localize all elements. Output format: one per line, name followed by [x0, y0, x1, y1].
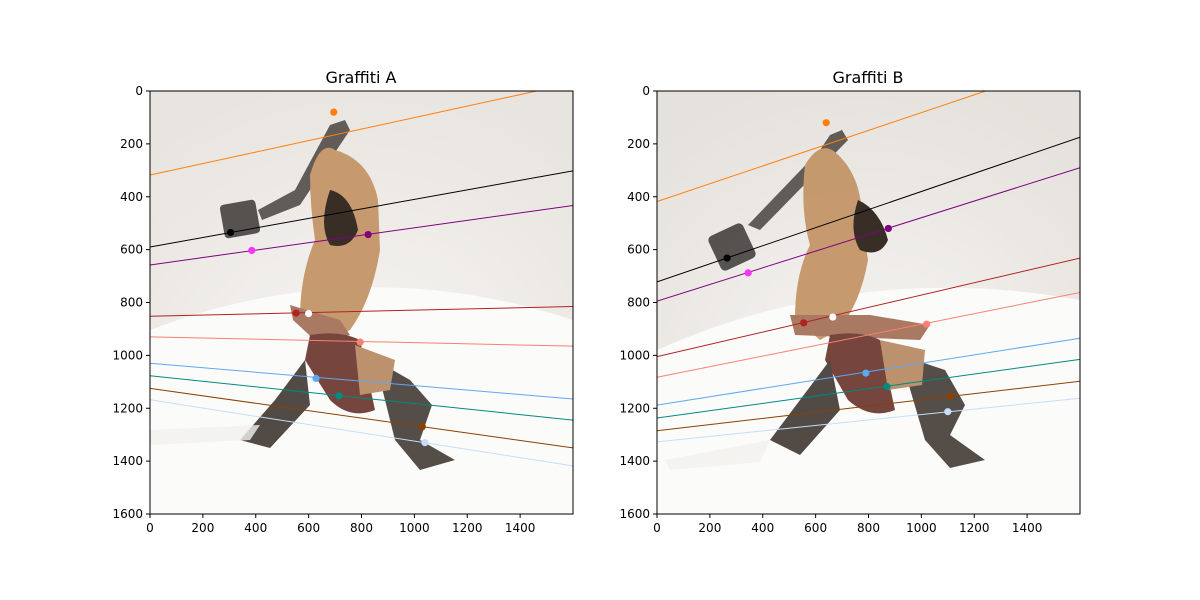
epipolar-line — [150, 375, 573, 421]
x-tick-label: 200 — [191, 521, 214, 535]
subplot-title: Graffiti A — [326, 68, 397, 87]
x-tick-label: 400 — [244, 521, 267, 535]
y-tick-label: 1200 — [619, 401, 650, 415]
y-tick-label: 1400 — [112, 454, 143, 468]
x-tick-label: 0 — [146, 521, 154, 535]
keypoint-marker — [421, 439, 429, 447]
y-tick-label: 0 — [135, 84, 143, 98]
x-tick-label: 1200 — [959, 521, 990, 535]
keypoint-marker — [800, 319, 808, 327]
x-tick-label: 800 — [350, 521, 373, 535]
x-tick-label: 400 — [751, 521, 774, 535]
y-tick-label: 200 — [120, 137, 143, 151]
epipolar-line — [150, 399, 573, 467]
keypoint-marker — [883, 382, 891, 391]
keypoint-marker — [884, 224, 892, 233]
y-tick-label: 1000 — [112, 348, 143, 362]
epipolar-lines — [657, 91, 1080, 443]
keypoints — [723, 119, 955, 416]
y-tick-label: 1600 — [619, 507, 650, 521]
y-axis: 0 200 400 600 800 1000 1200 1400 1600 — [619, 84, 657, 521]
subplot-title: Graffiti B — [832, 68, 903, 87]
epipolar-line — [657, 380, 1080, 432]
keypoint-marker — [862, 369, 870, 377]
keypoint-marker — [923, 320, 931, 328]
x-tick-label: 600 — [804, 521, 827, 535]
keypoint-marker — [305, 310, 313, 318]
y-tick-label: 800 — [627, 296, 650, 310]
y-tick-label: 1000 — [619, 348, 650, 362]
x-tick-label: 200 — [698, 521, 721, 535]
epipolar-line — [150, 170, 573, 248]
keypoint-marker — [312, 374, 320, 382]
keypoint-marker — [356, 338, 364, 346]
x-axis: 0 200 400 600 800 1000 1200 1400 — [653, 514, 1042, 535]
photo-background — [657, 91, 1080, 514]
y-tick-label: 1400 — [619, 454, 650, 468]
keypoints — [227, 108, 429, 447]
y-tick-label: 600 — [627, 243, 650, 257]
y-tick-label: 400 — [120, 190, 143, 204]
epipolar-line — [657, 167, 1080, 302]
keypoint-marker — [946, 392, 955, 400]
x-tick-label: 600 — [297, 521, 320, 535]
x-axis: 0 200 400 600 800 1000 1200 1400 — [146, 514, 535, 535]
y-tick-label: 1600 — [112, 507, 143, 521]
x-tick-label: 1000 — [906, 521, 937, 535]
keypoint-marker — [364, 230, 372, 239]
epipolar-line — [150, 91, 539, 176]
x-tick-label: 1000 — [399, 521, 430, 535]
keypoint-marker — [944, 408, 952, 416]
photo-background — [150, 91, 573, 514]
subplot-graffiti-a: Graffiti A 0 200 400 600 800 1000 1200 1400 0 20… — [112, 68, 574, 535]
epipolar-line — [657, 291, 1080, 378]
epipolar-line — [150, 305, 573, 317]
epipolar-line — [150, 362, 573, 400]
epipolar-line — [657, 91, 988, 202]
keypoint-marker — [227, 228, 235, 237]
epipolar-line — [657, 257, 1080, 358]
keypoint-marker — [330, 108, 338, 116]
keypoint-marker — [744, 269, 752, 277]
y-tick-label: 800 — [120, 296, 143, 310]
x-tick-label: 1400 — [505, 521, 536, 535]
x-tick-label: 0 — [653, 521, 661, 535]
y-tick-label: 1200 — [112, 401, 143, 415]
epipolar-line — [150, 387, 573, 449]
x-tick-label: 1200 — [452, 521, 483, 535]
keypoint-marker — [822, 119, 830, 127]
keypoint-marker — [829, 313, 837, 321]
y-axis: 0 200 400 600 800 1000 1200 1400 1600 — [112, 84, 150, 521]
keypoint-marker — [292, 309, 300, 317]
y-tick-label: 200 — [627, 137, 650, 151]
keypoint-marker — [248, 246, 256, 255]
x-tick-label: 800 — [857, 521, 880, 535]
epipolar-line — [150, 204, 573, 266]
keypoint-marker — [335, 392, 343, 400]
epipolar-line — [657, 397, 1080, 443]
keypoint-marker — [723, 254, 731, 262]
y-tick-label: 400 — [627, 190, 650, 204]
epipolar-line — [657, 358, 1080, 419]
y-tick-label: 0 — [642, 84, 650, 98]
figurine-image — [708, 130, 985, 468]
subplot-graffiti-b: Graffiti B 0 200 400 600 800 1000 1200 1400 0 20… — [619, 68, 1081, 535]
y-tick-label: 600 — [120, 243, 143, 257]
x-tick-label: 1400 — [1012, 521, 1043, 535]
keypoint-marker — [418, 423, 426, 431]
